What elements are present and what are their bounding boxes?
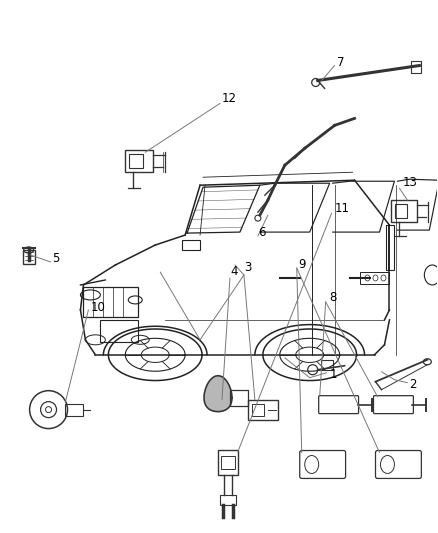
Bar <box>321 360 332 370</box>
Bar <box>392 200 417 222</box>
Bar <box>182 240 200 250</box>
Bar <box>125 150 153 172</box>
Bar <box>83 287 138 317</box>
Text: 6: 6 <box>258 225 265 239</box>
Text: 3: 3 <box>244 262 251 274</box>
Bar <box>23 250 35 264</box>
Bar <box>220 495 236 505</box>
Bar <box>100 320 138 342</box>
Bar <box>66 403 83 416</box>
Text: 10: 10 <box>90 301 105 314</box>
Bar <box>411 61 421 72</box>
Text: 2: 2 <box>410 378 417 391</box>
Bar <box>252 403 264 416</box>
Bar <box>218 449 238 475</box>
Bar <box>129 154 143 168</box>
Text: 7: 7 <box>337 56 344 69</box>
Bar <box>221 456 235 470</box>
Text: 12: 12 <box>222 92 237 105</box>
Text: 5: 5 <box>53 252 60 264</box>
Bar <box>360 272 389 284</box>
Text: 13: 13 <box>403 176 417 189</box>
Polygon shape <box>204 376 232 411</box>
Text: 8: 8 <box>330 292 337 304</box>
Bar <box>396 204 407 218</box>
Text: 4: 4 <box>230 265 237 278</box>
Text: 11: 11 <box>335 201 350 215</box>
Text: 1: 1 <box>330 368 337 381</box>
Bar <box>248 400 278 419</box>
Bar <box>386 225 395 270</box>
Text: 9: 9 <box>299 257 306 271</box>
Bar <box>230 390 248 406</box>
